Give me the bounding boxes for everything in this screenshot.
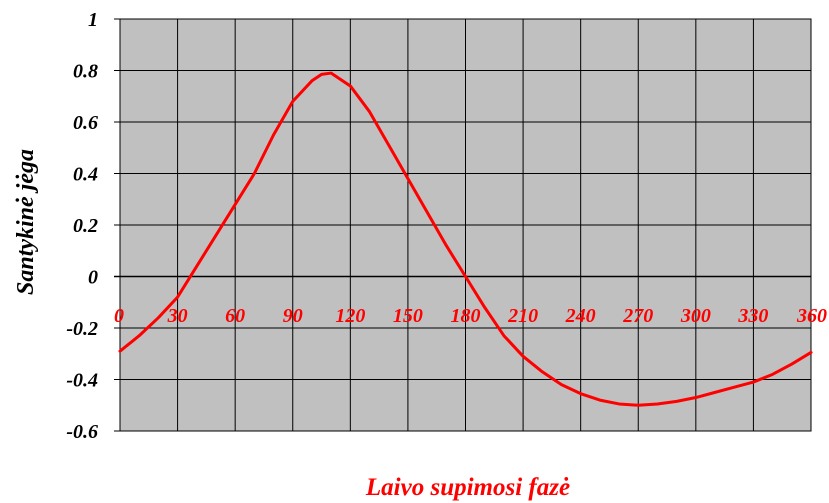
x-tick-label: 270 [622,305,653,327]
x-tick-label: 90 [283,305,303,327]
x-tick-label: 360 [796,305,827,327]
x-tick-labels: 0 30 60 90 120 150 180 210 240 270 300 330 360 [114,305,827,327]
y-tick-label: -0.4 [66,370,98,392]
x-tick-label: 180 [451,305,481,327]
y-tick-labels: 1 0.8 0.6 0.4 0.2 0 -0.2 -0.4 -0.6 [66,9,98,443]
x-tick-label: 0 [114,305,124,327]
x-tick-label: 150 [393,305,423,327]
y-tick-label: 0.6 [73,112,98,134]
x-tick-label: 120 [335,305,365,327]
plot-border [119,18,812,432]
series-line [118,71,813,407]
y-axis-label: Santykinė jėga [13,149,39,295]
y-tick-label: 0.2 [73,215,98,237]
y-tick-label: 0.8 [73,61,98,83]
x-tick-label: 330 [737,305,768,327]
x-tick-label: 210 [507,305,538,327]
x-axis-label: Laivo supimosi fazė [365,474,570,501]
x-tick-label: 240 [565,305,596,327]
y-tick-label: 0 [88,267,98,289]
y-tick-label: -0.2 [66,318,98,340]
y-tick-label: 0.4 [73,164,98,186]
y-tick-label: 1 [88,9,98,31]
y-tick-label: -0.6 [66,421,98,443]
x-tick-label: 300 [680,305,711,327]
x-tick-label: 30 [167,305,188,327]
x-tick-label: 60 [225,305,245,327]
